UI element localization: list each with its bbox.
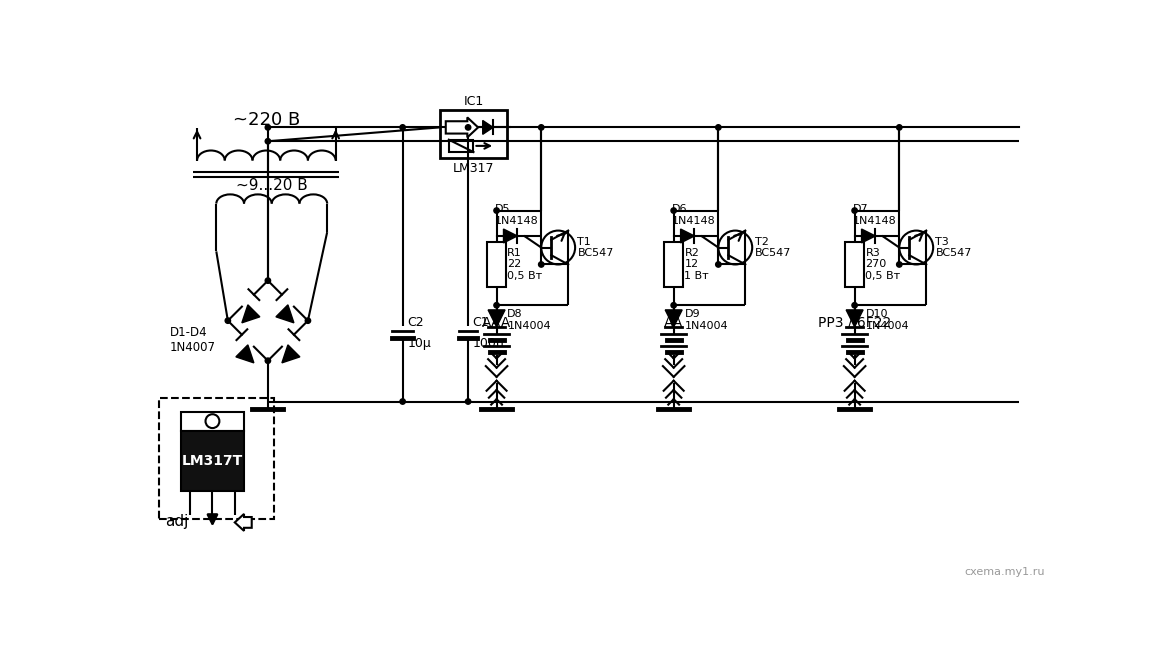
Polygon shape [503, 229, 517, 243]
Circle shape [266, 125, 270, 130]
Polygon shape [282, 345, 299, 363]
Text: IC1: IC1 [464, 94, 483, 107]
Bar [487, 242, 506, 287]
Text: R3
270
0,5 Вт: R3 270 0,5 Вт [866, 248, 901, 281]
Polygon shape [235, 514, 252, 531]
Text: AAA: AAA [482, 316, 511, 330]
Circle shape [494, 208, 500, 214]
Text: C2: C2 [408, 316, 424, 329]
Text: ~220 В: ~220 В [233, 111, 299, 130]
Text: LM317T: LM317T [182, 454, 243, 468]
Bar [439, 111, 507, 158]
Circle shape [400, 125, 405, 130]
Text: LM317: LM317 [453, 163, 494, 176]
Text: adj: adj [165, 514, 189, 529]
Bar [449, 140, 473, 152]
Bar [846, 242, 864, 287]
Text: D9
1N4004: D9 1N4004 [685, 309, 728, 331]
Circle shape [225, 318, 231, 324]
Polygon shape [446, 117, 478, 137]
Text: AA: AA [664, 316, 684, 330]
Bar [664, 242, 683, 287]
Text: C1: C1 [473, 316, 489, 329]
Circle shape [400, 399, 405, 404]
Circle shape [494, 303, 500, 308]
Circle shape [538, 125, 544, 130]
Circle shape [465, 399, 471, 404]
Circle shape [465, 125, 471, 130]
Circle shape [715, 262, 721, 267]
Circle shape [852, 208, 857, 214]
Polygon shape [846, 310, 863, 327]
Text: T3
BC547: T3 BC547 [935, 237, 972, 258]
Text: 100n: 100n [473, 337, 504, 350]
Circle shape [852, 303, 857, 308]
Text: ~9...20 В: ~9...20 В [235, 178, 308, 193]
Text: PP3 / 6F22: PP3 / 6F22 [818, 316, 891, 330]
Circle shape [266, 278, 270, 283]
Circle shape [266, 139, 270, 144]
Polygon shape [862, 229, 875, 243]
Circle shape [671, 208, 677, 214]
Polygon shape [235, 345, 254, 363]
Bar [181, 411, 243, 431]
Text: D7
1N4148: D7 1N4148 [853, 204, 897, 226]
Circle shape [897, 125, 902, 130]
Text: R1
22
0,5 Вт: R1 22 0,5 Вт [507, 248, 543, 281]
Text: R2
12
1 Вт: R2 12 1 Вт [685, 248, 709, 281]
Circle shape [266, 358, 270, 363]
Bar [160, 398, 274, 519]
Text: D6
1N4148: D6 1N4148 [672, 204, 715, 226]
Polygon shape [242, 305, 260, 323]
Text: T1
BC547: T1 BC547 [578, 237, 614, 258]
Polygon shape [665, 310, 683, 327]
Circle shape [897, 262, 902, 267]
Text: D10
1N4004: D10 1N4004 [866, 309, 909, 331]
Polygon shape [680, 229, 694, 243]
Circle shape [538, 262, 544, 267]
Polygon shape [488, 310, 506, 327]
Bar [181, 431, 243, 491]
Polygon shape [482, 120, 493, 134]
Circle shape [715, 125, 721, 130]
Text: T2
BC547: T2 BC547 [755, 237, 791, 258]
Text: D1-D4
1N4007: D1-D4 1N4007 [170, 326, 216, 354]
Text: D5
1N4148: D5 1N4148 [495, 204, 538, 226]
Circle shape [305, 318, 311, 324]
Text: cxema.my1.ru: cxema.my1.ru [965, 568, 1045, 577]
Text: D8
1N4004: D8 1N4004 [507, 309, 551, 331]
Circle shape [671, 303, 677, 308]
Text: 10µ: 10µ [408, 337, 431, 350]
Polygon shape [276, 305, 294, 323]
